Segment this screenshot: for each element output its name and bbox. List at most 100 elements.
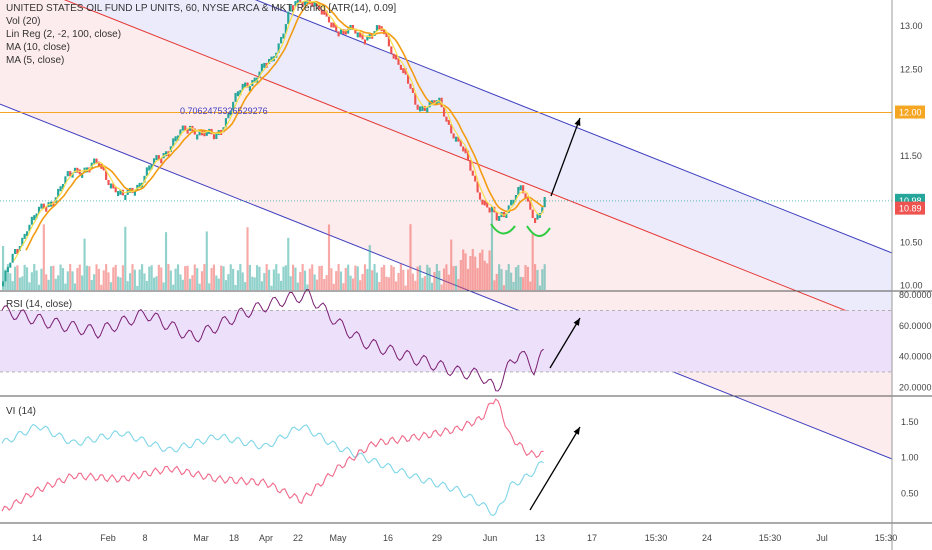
renko-brick <box>299 0 302 4</box>
renko-brick <box>464 148 467 154</box>
renko-brick <box>435 100 438 106</box>
volume-bar <box>284 265 287 290</box>
renko-brick <box>61 183 65 189</box>
volume-bar <box>383 264 386 290</box>
volume-bar <box>21 276 24 290</box>
renko-brick <box>215 133 218 140</box>
renko-brick <box>145 167 148 176</box>
renko-brick <box>239 90 242 96</box>
rsi-legend[interactable]: RSI (14, close) <box>6 299 73 310</box>
volume-bar <box>392 266 395 290</box>
volume-bar <box>112 267 115 290</box>
renko-brick <box>172 138 175 147</box>
volume-bar <box>35 270 38 290</box>
renko-brick <box>277 43 280 53</box>
volume-bar <box>196 268 199 290</box>
renko-brick <box>234 92 237 102</box>
renko-brick <box>526 196 529 202</box>
hline-price-label: 12.00 <box>899 108 922 118</box>
volume-bar <box>279 280 283 290</box>
volume-bar <box>478 252 482 290</box>
volume-bar <box>416 266 419 290</box>
rsi-tick-label: 20.0000 <box>899 382 932 392</box>
renko-brick <box>71 172 74 178</box>
volume-bar <box>138 269 141 290</box>
volume-bar <box>481 249 484 290</box>
renko-brick <box>512 199 515 205</box>
renko-brick <box>452 133 455 139</box>
volume-bar <box>536 269 539 290</box>
renko-brick <box>224 118 228 128</box>
volume-bar <box>510 272 513 290</box>
volume-bar <box>186 265 189 290</box>
volume-bar <box>119 277 122 290</box>
volume-bar <box>423 276 426 290</box>
volume-bar <box>349 275 352 290</box>
volume-bar <box>339 271 343 290</box>
volume-bar <box>133 269 136 290</box>
renko-brick <box>186 128 189 134</box>
volume-bar <box>2 246 5 290</box>
renko-brick <box>179 129 182 136</box>
renko-brick <box>124 194 127 200</box>
volume-bar <box>421 277 424 290</box>
legend-ma10[interactable]: MA (10, close) <box>6 42 70 53</box>
volume-bar <box>164 232 168 290</box>
volume-bar <box>248 264 251 290</box>
renko-brick <box>188 125 192 131</box>
rsi-arrow-head <box>573 318 580 326</box>
renko-brick <box>315 1 319 7</box>
price-tick-label: 10.50 <box>900 237 923 247</box>
volume-bar <box>486 263 489 290</box>
legend-linreg[interactable]: Lin Reg (2, -2, 100, close) <box>6 29 122 40</box>
volume-bar <box>402 269 405 290</box>
volume-bar <box>411 273 414 290</box>
renko-brick <box>522 185 525 194</box>
volume-bar <box>45 274 48 290</box>
renko-brick <box>35 213 38 219</box>
volume-bar <box>454 265 458 290</box>
volume-bar <box>78 264 81 290</box>
volume-bar <box>268 269 271 290</box>
time-tick-label: 22 <box>293 533 303 543</box>
volume-bar <box>263 273 266 290</box>
legend-vol[interactable]: Vol (20) <box>6 16 41 27</box>
volume-bar <box>47 279 50 290</box>
renko-brick <box>395 54 398 60</box>
renko-brick <box>471 170 474 176</box>
renko-brick <box>454 136 458 142</box>
legend-ma5[interactable]: MA (5, close) <box>6 55 65 66</box>
renko-brick <box>418 106 422 112</box>
volume-bar <box>526 266 529 290</box>
volume-bar <box>356 266 359 290</box>
volume-bar <box>490 211 494 290</box>
volume-bar <box>291 264 295 290</box>
volume-bar <box>76 268 79 290</box>
renko-brick <box>445 116 448 122</box>
volume-bar <box>428 267 431 290</box>
volume-bar <box>256 265 259 290</box>
volume-bar <box>64 283 67 290</box>
vi-legend[interactable]: VI (14) <box>6 406 37 417</box>
main-legend: UNITED STATES OIL FUND LP UNITS, 60, NYS… <box>6 2 396 67</box>
renko-brick <box>486 202 489 208</box>
volume-bar <box>450 239 453 290</box>
renko-brick <box>33 215 36 221</box>
renko-brick <box>538 212 541 218</box>
renko-brick <box>342 29 345 35</box>
volume-bar <box>208 283 211 290</box>
renko-brick <box>359 32 362 38</box>
renko-brick <box>90 162 93 168</box>
volume-bar <box>495 273 498 290</box>
volume-bar <box>222 266 225 290</box>
renko-brick <box>426 107 429 113</box>
volume-bar <box>148 266 151 290</box>
renko-brick <box>258 71 261 78</box>
volume-bar <box>66 271 69 290</box>
vi-tick-label: 1.50 <box>901 417 919 427</box>
volume-bar <box>85 265 89 290</box>
symbol-title[interactable]: UNITED STATES OIL FUND LP UNITS, 60, NYS… <box>6 3 397 14</box>
renko-brick <box>519 185 522 191</box>
renko-brick <box>6 267 9 273</box>
